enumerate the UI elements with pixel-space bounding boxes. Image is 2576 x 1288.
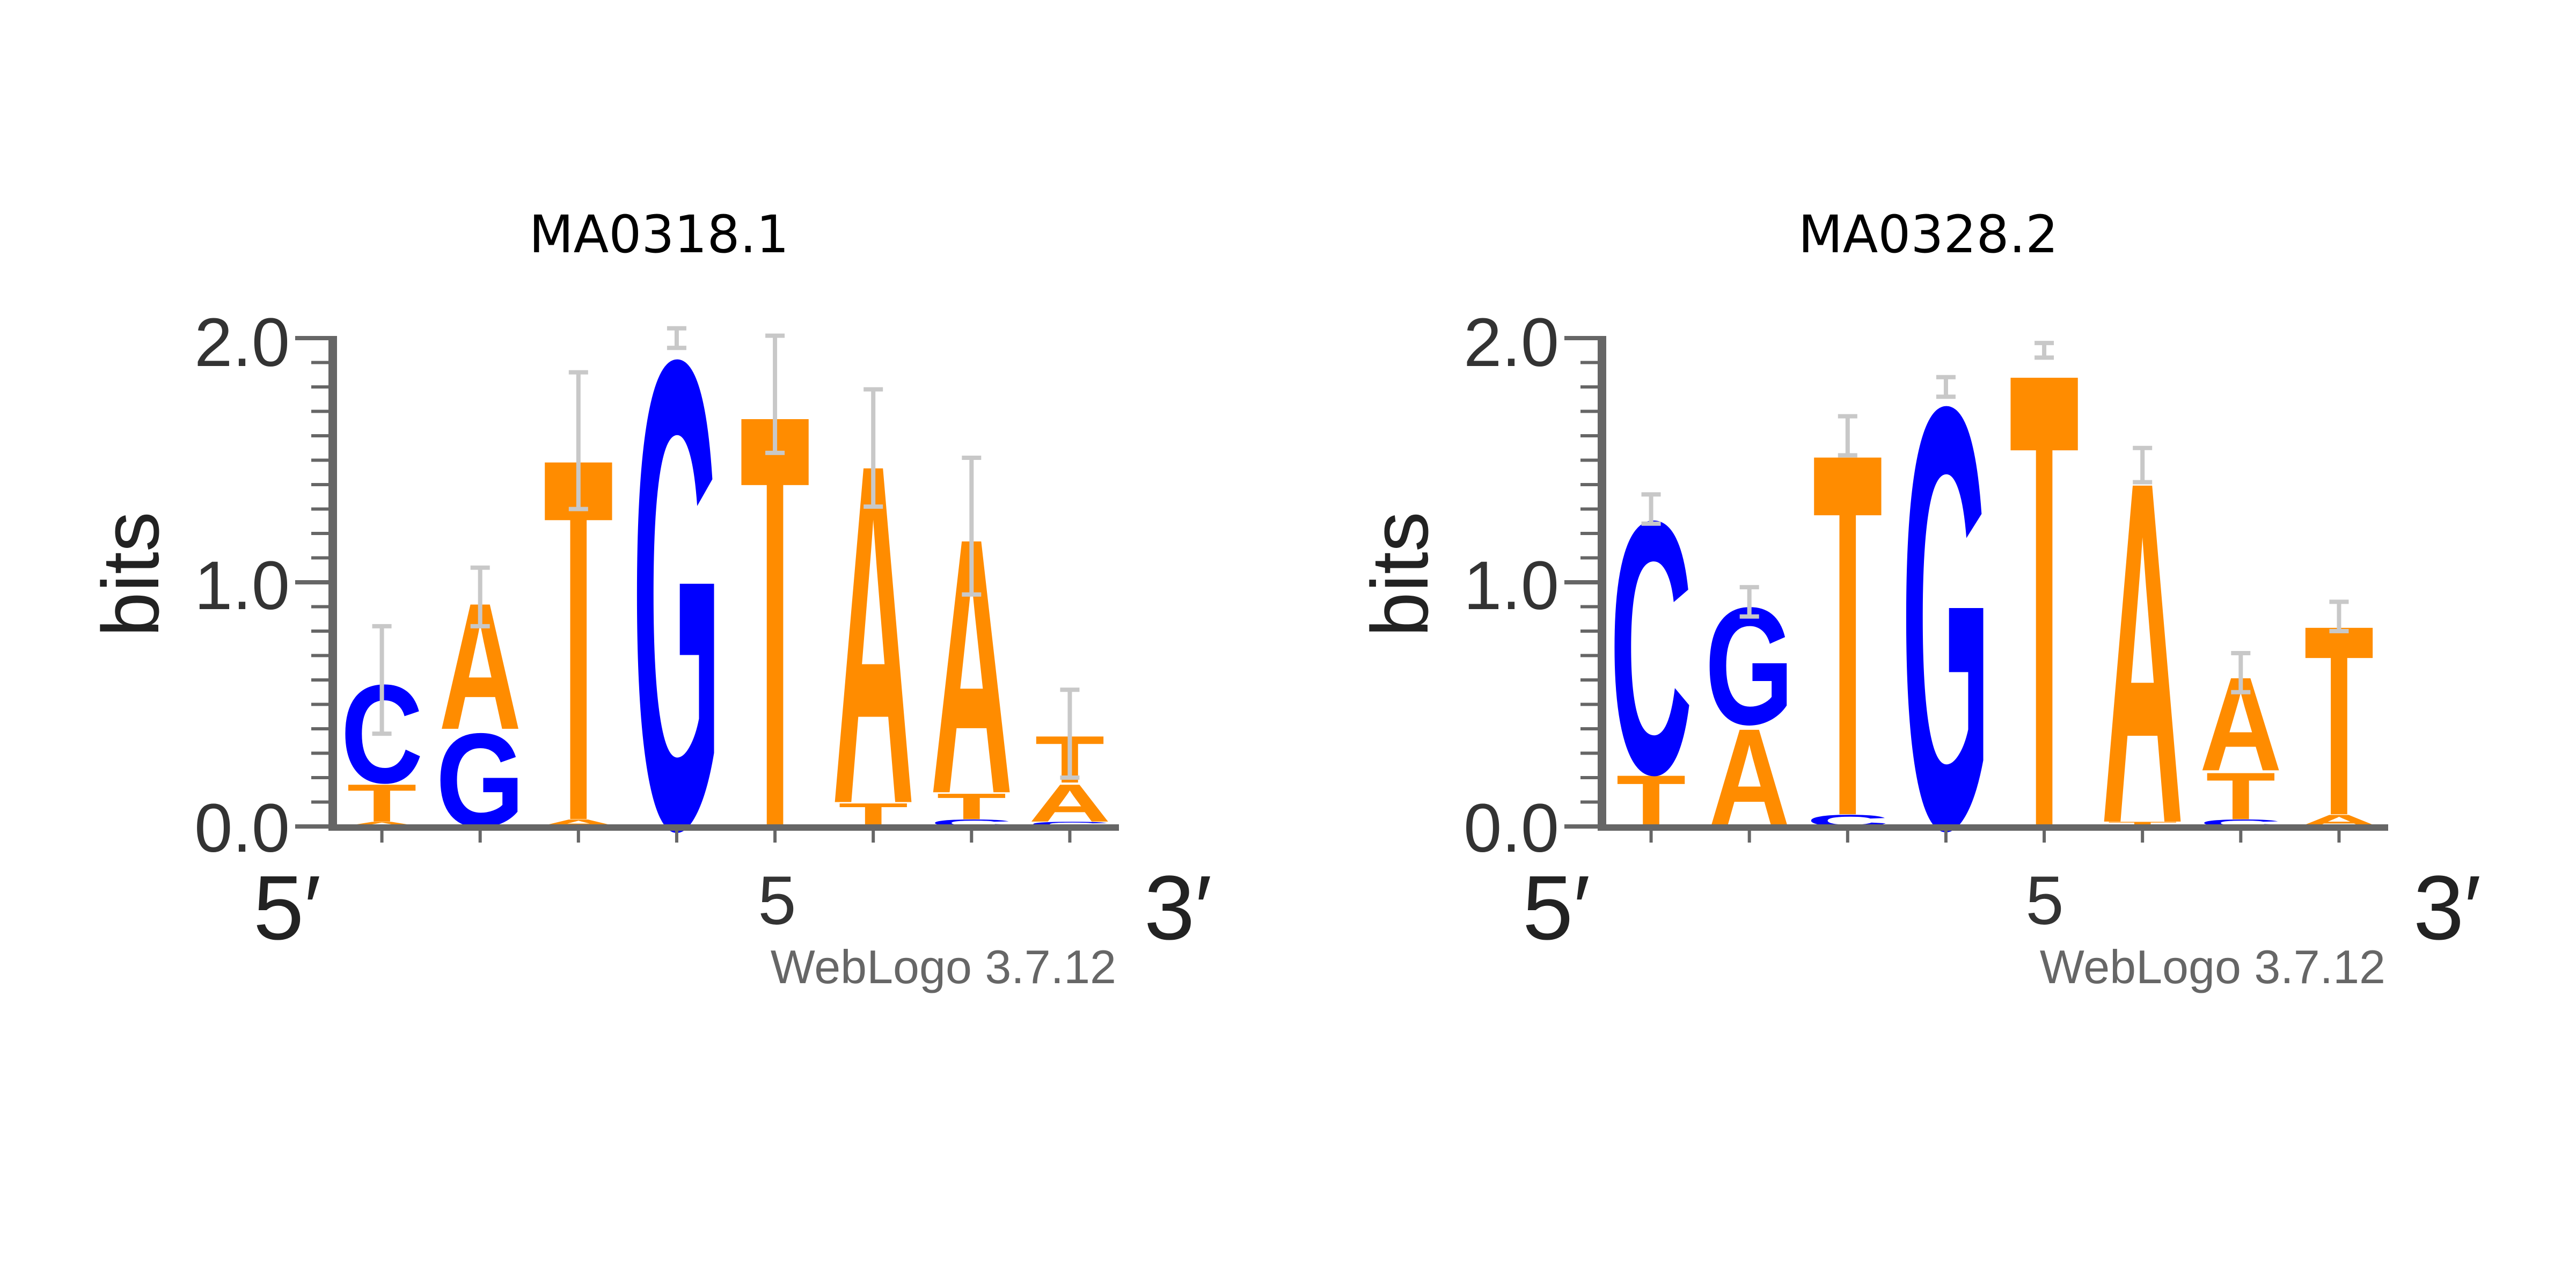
weblogo-credit: WebLogo 3.7.12 [771,940,1116,993]
logo-letter-t: T [2206,758,2275,833]
weblogo-credit: WebLogo 3.7.12 [2040,940,2385,993]
y-tick-label-1: 1.0 [1463,547,1559,624]
axes [295,336,1119,843]
error-bar [1739,585,1759,619]
error-bar [372,624,392,736]
x-start-label: 5′ [253,857,321,959]
error-bar [1838,414,1857,458]
x-mid-label: 5 [758,862,796,939]
error-bar [1936,375,1956,399]
error-bar [2133,445,2153,485]
x-end-label: 3′ [1144,857,1212,959]
x-mid-label: 5 [2025,862,2063,939]
error-bar [470,565,490,628]
logo-letter-a: A [1029,773,1111,833]
logo-panel-ma0318: MA0318.1 bits 2.0 1.0 0.0 5′ 5 3′ WebLog… [85,204,1212,993]
y-axis-label: bits [85,511,175,636]
error-bar [1060,687,1080,780]
y-tick-label-2: 2.0 [194,304,290,381]
x-start-label: 5′ [1523,857,1590,959]
logo-letter-t: T [936,786,1006,827]
error-bar [765,333,785,455]
logo-panel-ma0328: MA0328.2 bits 2.0 1.0 0.0 5′ 5 3′ WebLog… [1355,204,2481,993]
error-bar [2035,341,2054,360]
y-axis-label: bits [1355,511,1445,636]
axes [1564,336,2388,843]
error-bar [962,455,982,597]
panel-title: MA0318.1 [529,204,789,265]
error-bar [863,387,883,509]
y-tick-label-2: 2.0 [1463,304,1559,381]
error-bar [2231,650,2251,694]
x-end-label: 3′ [2413,857,2481,959]
error-bar [2329,599,2349,633]
y-tick-label-1: 1.0 [194,547,290,624]
error-bar [667,326,686,350]
logo-letter-t: T [347,773,417,833]
error-bar [1641,492,1661,526]
panel-title: MA0328.2 [1798,204,2058,265]
y-tick-label-0: 0.0 [1463,790,1559,867]
error-bar [568,370,588,511]
y-tick-label-0: 0.0 [194,790,290,867]
